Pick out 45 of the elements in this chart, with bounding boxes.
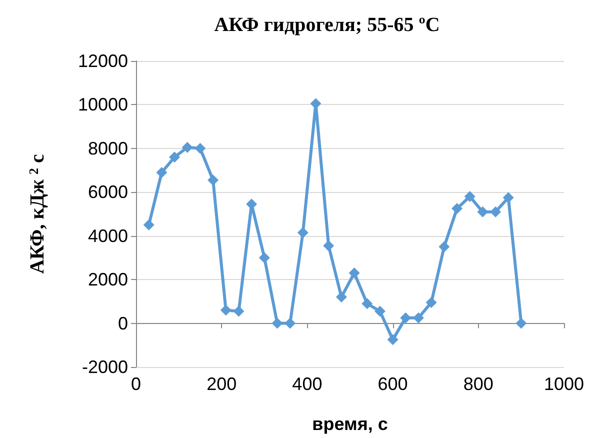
y-tick-label: 0: [118, 313, 128, 334]
point: [323, 240, 334, 252]
y-axis-title: АКФ, кДж 2 с: [26, 154, 48, 274]
point: [220, 304, 232, 316]
point: [297, 227, 308, 238]
x-tick-label: 1000: [544, 374, 584, 394]
x-axis-title: время, с: [312, 414, 388, 434]
point: [348, 268, 360, 279]
point: [387, 334, 398, 346]
x-tick-label: 600: [378, 374, 408, 394]
y-tick-label: 12000: [78, 51, 128, 71]
point: [426, 297, 437, 308]
y-tick-label: 6000: [88, 182, 128, 202]
x-tick-label: 400: [292, 374, 322, 394]
point: [156, 166, 168, 178]
point: [182, 142, 193, 153]
x-tick-label: 200: [206, 374, 237, 394]
y-tick-label: 8000: [88, 138, 128, 158]
point: [194, 142, 206, 154]
point: [490, 206, 502, 218]
point: [336, 292, 347, 303]
point: [284, 318, 296, 329]
point: [208, 174, 219, 186]
chart-title: АКФ гидрогеля; 55-65 ºС: [214, 14, 440, 36]
point: [412, 312, 424, 324]
y-tick-label: 4000: [88, 226, 128, 246]
x-tick-label: 800: [463, 374, 494, 394]
point: [258, 252, 270, 264]
point: [502, 192, 514, 204]
point: [233, 306, 244, 317]
point: [169, 152, 180, 163]
point: [477, 206, 488, 218]
x-tick-label: 0: [130, 374, 142, 394]
y-tick-label: 2000: [88, 270, 128, 290]
point: [362, 298, 373, 310]
point: [452, 203, 462, 214]
point: [272, 318, 283, 329]
y-tick-label: -2000: [82, 357, 128, 377]
y-tick-label: 10000: [78, 94, 128, 115]
point: [438, 241, 450, 252]
point: [400, 312, 412, 324]
point: [464, 191, 476, 202]
point: [516, 318, 527, 329]
point: [143, 219, 154, 230]
point: [374, 306, 386, 317]
